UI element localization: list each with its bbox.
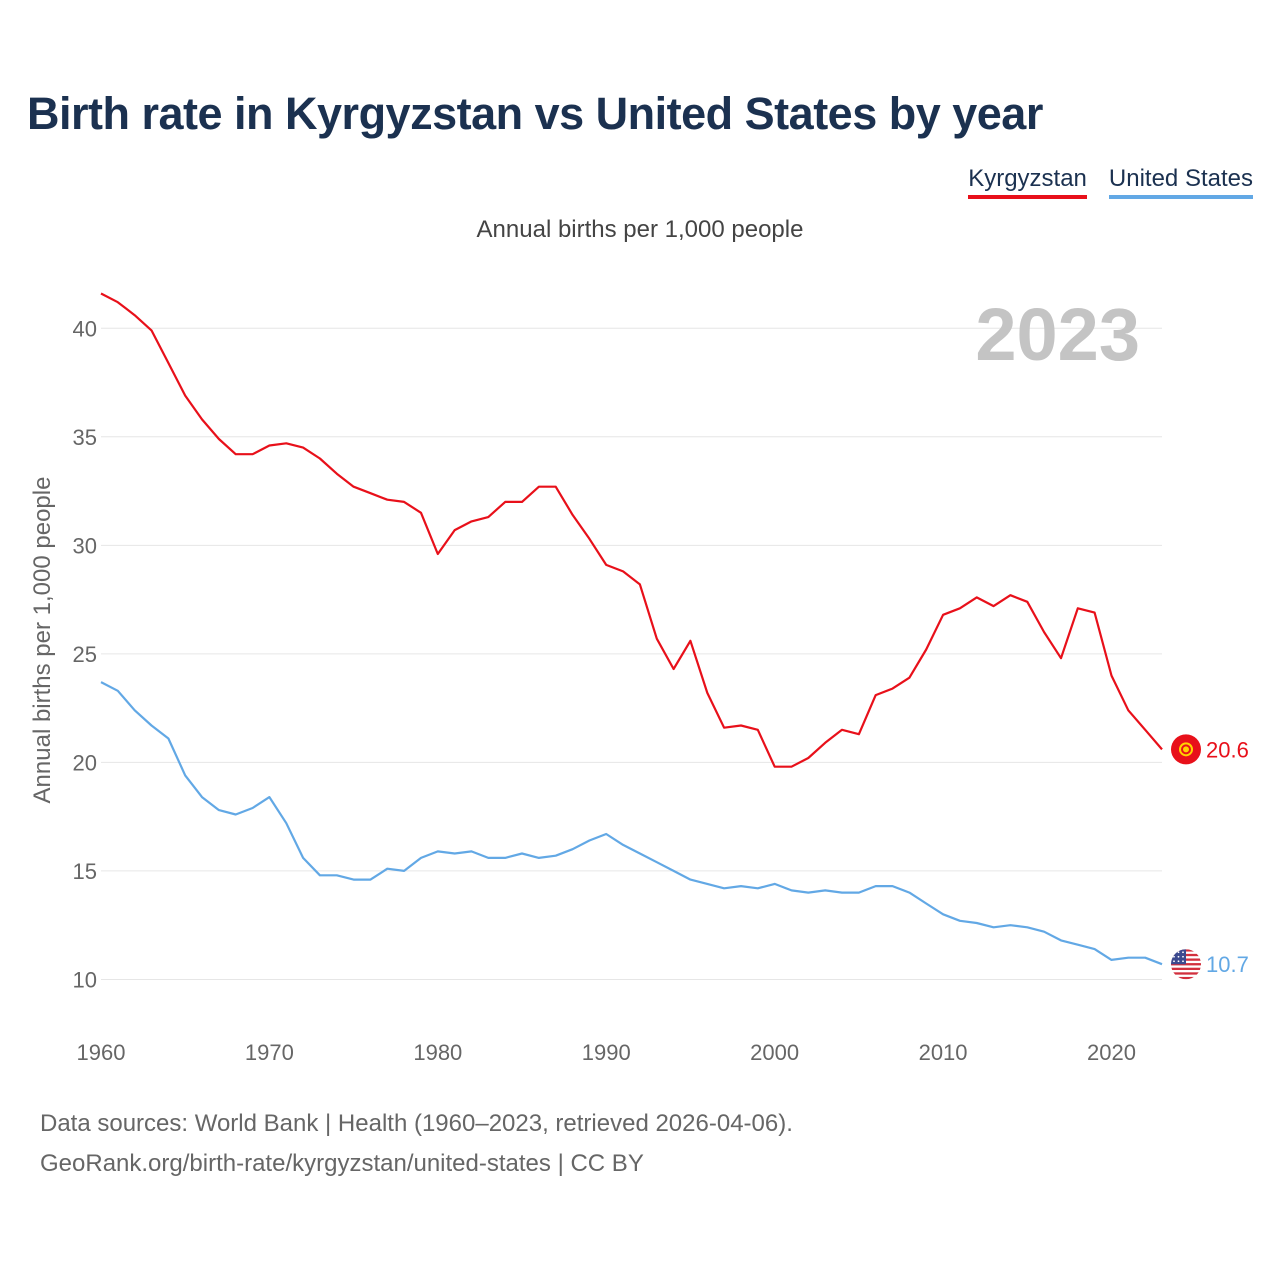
y-axis-ticks: 10 15 20 25 30 35 40 (73, 316, 97, 992)
x-tick-label-2010: 2010 (919, 1040, 968, 1065)
y-tick-label-20: 20 (73, 750, 97, 775)
x-tick-label-1980: 1980 (413, 1040, 462, 1065)
year-label: 2023 (975, 293, 1140, 376)
footer: Data sources: World Bank | Health (1960–… (40, 1104, 793, 1184)
series-line-kyrgyzstan[interactable] (100, 292, 1163, 768)
kyrgyzstan-flag-icon (1171, 734, 1201, 765)
x-axis-ticks: 1960 1970 1980 1990 2000 2010 2020 (77, 1040, 1136, 1065)
x-tick-label-1990: 1990 (582, 1040, 631, 1065)
end-label-kyrgyzstan: 20.6 (1206, 737, 1249, 762)
end-markers: 20.6 10.7 (1171, 734, 1249, 980)
y-tick-label-15: 15 (73, 859, 97, 884)
footer-source: Data sources: World Bank | Health (1960–… (40, 1110, 793, 1137)
x-tick-label-2020: 2020 (1087, 1040, 1136, 1065)
y-tick-label-40: 40 (73, 316, 97, 341)
united-states-flag-icon (1171, 949, 1201, 980)
legend-item-united-states[interactable]: United States (1108, 165, 1253, 199)
gridlines (101, 327, 1162, 980)
footer-url[interactable]: GeoRank.org/birth-rate/kyrgyzstan/united… (40, 1150, 644, 1177)
chart-title: Birth rate in Kyrgyzstan vs United State… (27, 88, 1043, 139)
y-tick-label-30: 30 (73, 533, 97, 558)
y-tick-label-25: 25 (73, 642, 97, 667)
legend: Kyrgyzstan United States (968, 165, 1253, 199)
y-tick-label-10: 10 (73, 967, 97, 992)
y-tick-label-35: 35 (73, 425, 97, 450)
x-tick-label-2000: 2000 (750, 1040, 799, 1065)
end-label-united-states: 10.7 (1206, 952, 1249, 977)
chart-subtitle: Annual births per 1,000 people (476, 216, 804, 243)
series-line-united-states[interactable] (100, 681, 1163, 966)
x-tick-label-1960: 1960 (77, 1040, 126, 1065)
legend-item-kyrgyzstan[interactable]: Kyrgyzstan (968, 165, 1087, 199)
y-axis-label: Annual births per 1,000 people (29, 477, 56, 804)
series (100, 292, 1163, 966)
x-tick-label-1970: 1970 (245, 1040, 294, 1065)
